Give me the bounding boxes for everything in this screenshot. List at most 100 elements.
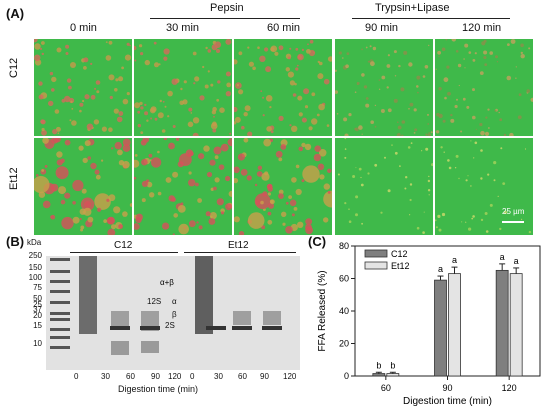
micrograph-particle — [213, 115, 215, 118]
micrograph-particle — [397, 121, 399, 123]
micrograph-particle — [161, 129, 166, 133]
micrograph-particle — [285, 67, 290, 72]
micrograph-particle — [292, 93, 297, 97]
micrograph-particle — [354, 91, 357, 93]
micrograph-particle — [468, 51, 472, 54]
micrograph-particle — [64, 192, 71, 199]
micrograph-particle — [345, 64, 349, 68]
micrograph-particle — [111, 147, 114, 150]
micrograph-particle — [438, 228, 442, 232]
marker-band — [50, 318, 70, 321]
sds-page-gel — [46, 256, 300, 370]
micrograph-particle — [56, 47, 62, 53]
bar-et12 — [509, 273, 523, 377]
micrograph-particle — [489, 51, 493, 55]
micrograph-particle — [278, 193, 284, 199]
micrograph-particle — [317, 60, 320, 64]
micrograph-c12-90min — [335, 39, 433, 136]
gel-band — [262, 326, 282, 330]
micrograph-particle — [304, 105, 309, 109]
micrograph-particle — [101, 159, 104, 162]
micrograph-particle — [435, 226, 438, 229]
micrograph-particle — [205, 46, 208, 50]
lane-time-label: 30 — [214, 372, 223, 381]
micrograph-particle — [264, 47, 269, 52]
micrograph-particle — [293, 207, 298, 211]
micrograph-particle — [430, 131, 433, 134]
micrograph-particle — [247, 46, 250, 49]
micrograph-particle — [199, 95, 205, 101]
micrograph-particle — [146, 181, 153, 188]
micrograph-particle — [34, 39, 38, 43]
micrograph-particle — [192, 117, 200, 124]
micrograph-particle — [360, 183, 364, 187]
micrograph-particle — [427, 123, 430, 125]
micrograph-particle — [149, 192, 155, 198]
kda-label: kDa — [27, 238, 42, 247]
micrograph-particle — [94, 193, 111, 210]
micrograph-particle — [502, 182, 506, 185]
micrograph-particle — [193, 82, 196, 85]
micrograph-particle — [216, 98, 220, 102]
micrograph-particle — [436, 112, 440, 117]
micrograph-particle — [115, 78, 119, 82]
micrograph-particle — [296, 64, 299, 67]
marker-band — [50, 301, 70, 304]
micrograph-particle — [398, 64, 401, 68]
micrograph-particle — [416, 226, 420, 230]
micrograph-particle — [180, 87, 183, 91]
micrograph-particle — [118, 76, 124, 82]
micrograph-particle — [109, 95, 113, 100]
micrograph-particle — [188, 107, 193, 112]
micrograph-particle — [500, 147, 503, 150]
micrograph-particle — [301, 142, 306, 148]
micrograph-particle — [177, 205, 186, 213]
micrograph-particle — [427, 189, 431, 192]
micrograph-particle — [424, 65, 429, 69]
micrograph-particle — [173, 213, 178, 218]
micrograph-particle — [241, 125, 245, 130]
micrograph-particle — [137, 123, 141, 128]
band-label-alpha-beta: α+β — [160, 278, 174, 287]
micrograph-particle — [57, 132, 60, 134]
micrograph-particle — [496, 61, 499, 63]
micrograph-c12-60min — [234, 39, 332, 136]
micrograph-particle — [274, 51, 279, 56]
micrograph-particle — [259, 55, 266, 62]
micrograph-particle — [265, 95, 273, 102]
micrograph-particle — [225, 203, 232, 211]
lane-time-label: 90 — [151, 372, 160, 381]
micrograph-particle — [466, 105, 470, 109]
micrograph-particle — [188, 179, 196, 187]
micrograph-c12-0min — [34, 39, 132, 136]
micrograph-particle — [80, 225, 85, 230]
micrograph-particle — [441, 212, 446, 217]
micrograph-particle — [163, 138, 167, 141]
micrograph-particle — [387, 189, 391, 193]
micrograph-particle — [165, 177, 172, 183]
micrograph-particle — [78, 145, 84, 151]
micrograph-particle — [101, 126, 107, 132]
micrograph-particle — [107, 216, 115, 225]
micrograph-particle — [480, 149, 483, 152]
micrograph-particle — [51, 138, 59, 144]
micrograph-particle — [270, 130, 274, 134]
band-label-alpha: α — [172, 297, 177, 306]
micrograph-particle — [465, 221, 467, 223]
micrograph-particle — [64, 95, 71, 103]
micrograph-particle — [435, 68, 437, 70]
micrograph-particle — [297, 95, 303, 101]
micrograph-particle — [134, 159, 140, 168]
micrograph-particle — [446, 65, 450, 69]
micrograph-particle — [50, 183, 59, 192]
micrograph-particle — [234, 116, 241, 123]
micrograph-particle — [90, 162, 97, 170]
micrograph-particle — [515, 66, 517, 68]
micrograph-particle — [458, 177, 460, 180]
micrograph-particle — [210, 83, 214, 87]
micrograph-particle — [394, 151, 398, 155]
micrograph-particle — [52, 129, 58, 135]
micrograph-particle — [442, 119, 446, 123]
micrograph-particle — [134, 223, 140, 230]
micrograph-particle — [342, 57, 344, 59]
